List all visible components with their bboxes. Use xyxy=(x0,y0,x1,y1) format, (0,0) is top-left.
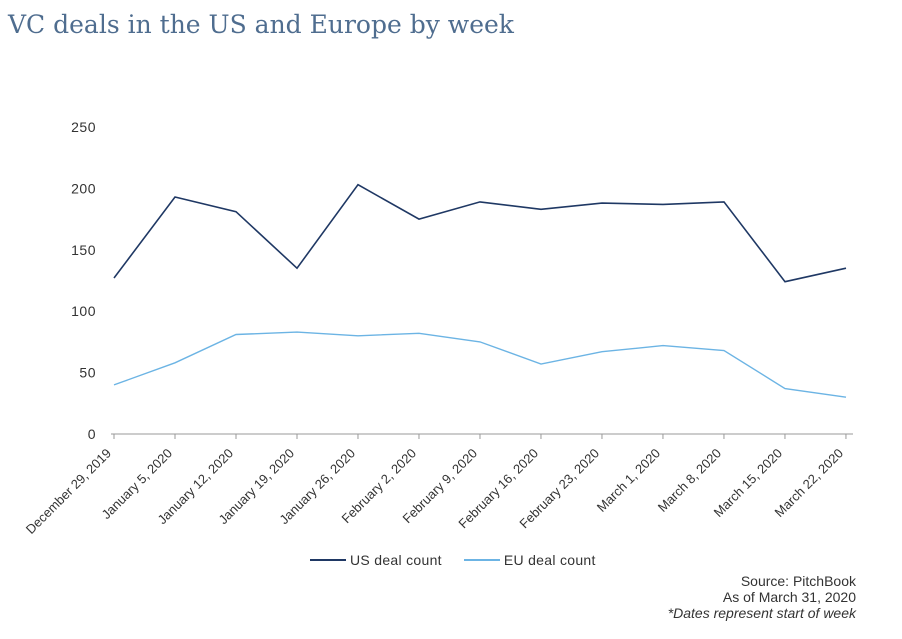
legend-swatch-eu xyxy=(463,559,500,561)
us-deal-count-line xyxy=(113,183,847,283)
y-tick-label: 250 xyxy=(71,119,96,135)
legend-swatch-us xyxy=(310,559,346,561)
y-tick-label: 0 xyxy=(88,426,96,442)
y-tick-label: 150 xyxy=(71,242,96,258)
y-tick-label: 200 xyxy=(71,180,96,196)
x-tick-label: March 1, 2020 xyxy=(594,446,663,515)
legend-item-us: US deal count xyxy=(310,552,442,568)
source-line: Source: PitchBook xyxy=(740,573,856,589)
x-tick-label: December 29, 2019 xyxy=(23,446,114,537)
legend-label-eu: EU deal count xyxy=(503,552,596,568)
legend: US deal count EU deal count xyxy=(310,552,618,568)
dates-footnote: *Dates represent start of week xyxy=(667,605,856,621)
as-of-line: As of March 31, 2020 xyxy=(722,589,856,605)
source-note: Source: PitchBook As of March 31, 2020 *… xyxy=(668,573,856,621)
legend-label-us: US deal count xyxy=(350,552,442,568)
x-tick-label: March 8, 2020 xyxy=(655,446,724,515)
eu-deal-count-line xyxy=(113,331,847,398)
legend-item-eu: EU deal count xyxy=(463,552,596,568)
chart-title: VC deals in the US and Europe by week xyxy=(8,10,514,39)
y-tick-label: 100 xyxy=(71,303,96,319)
series-lines xyxy=(113,183,847,398)
y-axis: 0 50 100 150 200 250 xyxy=(71,119,96,442)
y-tick-label: 50 xyxy=(79,365,96,381)
